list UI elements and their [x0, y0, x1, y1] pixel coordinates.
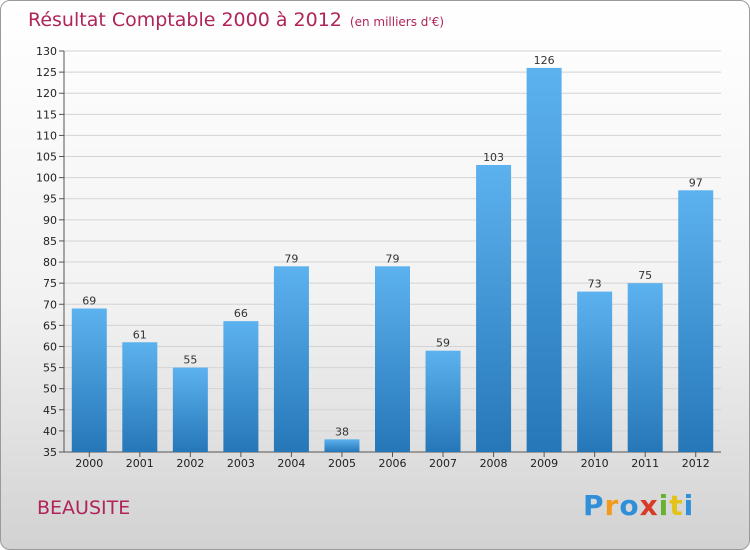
y-tick-label-130: 130: [36, 45, 57, 58]
y-tick-label-120: 120: [36, 87, 57, 100]
city-name: BEAUSITE: [37, 497, 131, 519]
x-tick-label-2007: 2007: [429, 457, 457, 470]
data-label-2009: 126: [534, 54, 555, 67]
bar-2008: [476, 164, 512, 452]
y-tick-label-40: 40: [43, 425, 57, 438]
labels: 35 40 45 50 55 60 65 70 75 80 85 90 95 100 105 110 115 12…: [36, 45, 710, 470]
data-label-2001: 61: [133, 328, 147, 341]
data-label-2003: 66: [234, 307, 248, 320]
logo-letter: t: [669, 489, 684, 522]
y-tick-label-90: 90: [43, 214, 57, 227]
y-tick-label-105: 105: [36, 151, 57, 164]
logo-letter: x: [639, 489, 659, 522]
logo-letter: r: [604, 489, 620, 522]
data-label-2002: 55: [183, 354, 197, 367]
bar-2012: [678, 190, 714, 452]
x-tick-label-2004: 2004: [277, 457, 305, 470]
y-tick-label-85: 85: [43, 235, 57, 248]
bar-2000: [71, 308, 107, 452]
y-tick-label-75: 75: [43, 277, 57, 290]
data-label-2006: 79: [386, 252, 400, 265]
bar-2006: [375, 266, 410, 452]
data-label-2010: 73: [588, 278, 602, 291]
y-tick-label-110: 110: [36, 129, 57, 142]
data-label-2011: 75: [638, 269, 652, 282]
y-tick-label-80: 80: [43, 256, 57, 269]
y-tick-label-125: 125: [36, 66, 57, 79]
y-tick-label-65: 65: [43, 319, 57, 332]
data-label-2008: 103: [483, 151, 504, 164]
x-tick-label-2010: 2010: [581, 457, 609, 470]
bar-2003: [223, 321, 259, 452]
logo-letter: o: [619, 489, 640, 522]
x-tick-label-2000: 2000: [75, 457, 103, 470]
data-label-2005: 38: [335, 425, 349, 438]
bar-2001: [122, 342, 158, 452]
y-tick-label-50: 50: [43, 383, 57, 396]
bar-2007: [425, 350, 461, 452]
data-label-2012: 97: [689, 176, 703, 189]
x-tick-label-2008: 2008: [480, 457, 508, 470]
y-tick-label-60: 60: [43, 340, 57, 353]
proxiti-logo: Proxiti: [583, 489, 694, 522]
y-tick-label-45: 45: [43, 404, 57, 417]
data-label-2004: 79: [284, 252, 298, 265]
bar-2005: [324, 439, 360, 452]
chart-unit: (en milliers d'€): [349, 15, 445, 29]
logo-letter: i: [658, 489, 670, 522]
bar-2011: [627, 283, 663, 452]
chart-title-text: Résultat Comptable 2000 à 2012: [28, 9, 342, 31]
y-tick-label-95: 95: [43, 193, 57, 206]
y-tick-label-35: 35: [43, 446, 57, 459]
x-tick-label-2003: 2003: [227, 457, 255, 470]
y-tick-label-100: 100: [36, 172, 57, 185]
x-tick-label-2001: 2001: [126, 457, 154, 470]
x-tick-label-2012: 2012: [682, 457, 710, 470]
logo-letter: P: [583, 489, 605, 522]
bar-2010: [577, 291, 613, 452]
bar-2009: [526, 67, 562, 452]
logo-letter: i: [683, 489, 695, 522]
bars: [71, 67, 714, 452]
x-tick-label-2006: 2006: [379, 457, 407, 470]
x-tick-label-2005: 2005: [328, 457, 356, 470]
chart-title: Résultat Comptable 2000 à 2012 (en millie…: [28, 9, 444, 31]
x-tick-label-2011: 2011: [631, 457, 659, 470]
bar-2004: [273, 266, 309, 452]
y-tick-label-115: 115: [36, 108, 57, 121]
data-label-2007: 59: [436, 337, 450, 350]
x-tick-label-2009: 2009: [530, 457, 558, 470]
data-label-2000: 69: [82, 294, 96, 307]
y-tick-label-55: 55: [43, 362, 57, 375]
y-tick-label-70: 70: [43, 298, 57, 311]
x-tick-label-2002: 2002: [176, 457, 204, 470]
bar-2002: [172, 367, 208, 452]
